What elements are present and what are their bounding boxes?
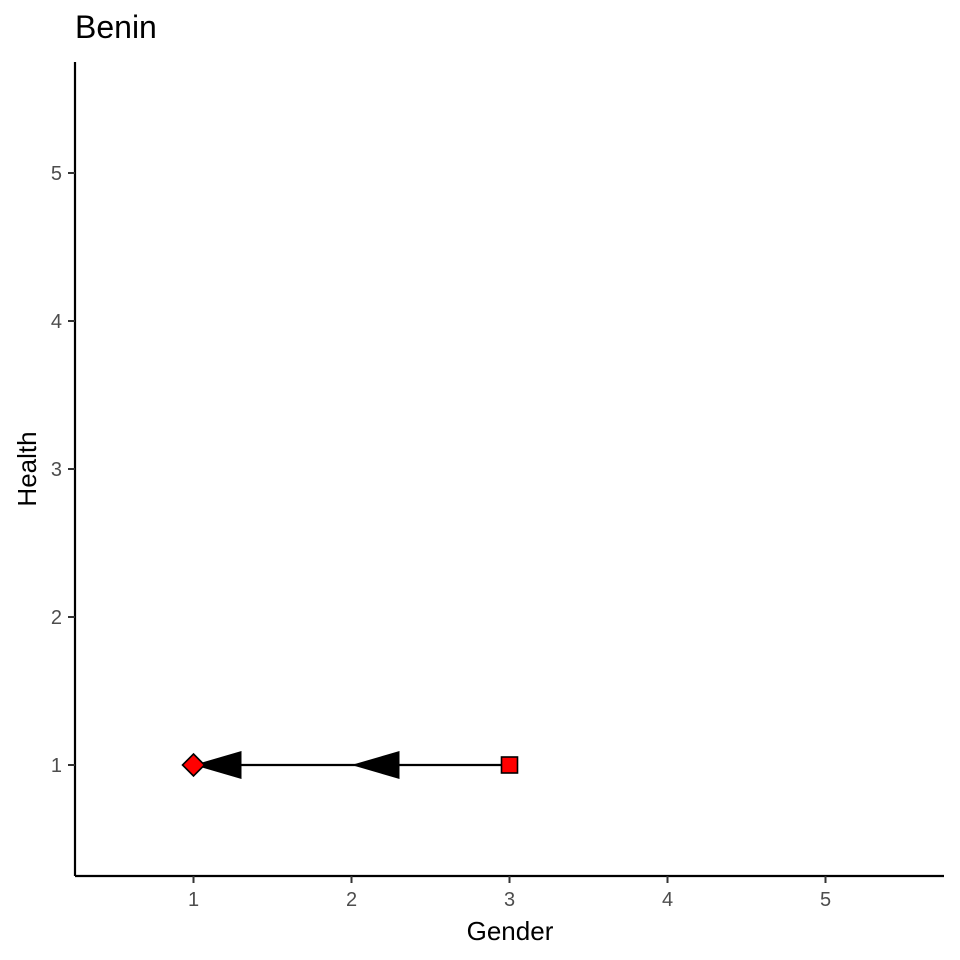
point-diamond xyxy=(181,752,206,778)
y-tick-label: 1 xyxy=(51,755,62,777)
x-tick-label: 4 xyxy=(662,889,673,911)
y-tick-label: 4 xyxy=(51,311,62,333)
ticks: 1 2 3 4 5 1 2 3 4 5 xyxy=(51,163,831,911)
y-tick-label: 2 xyxy=(51,607,62,629)
x-axis-title: Gender xyxy=(467,916,554,946)
x-tick-label: 5 xyxy=(820,889,831,911)
x-tick-label: 1 xyxy=(188,889,199,911)
x-tick-label: 3 xyxy=(504,889,515,911)
y-axis-title: Health xyxy=(12,431,42,506)
axes xyxy=(73,62,944,878)
arrow-head xyxy=(351,751,400,779)
chart-title: Benin xyxy=(75,9,157,45)
x-tick-label: 2 xyxy=(346,889,357,911)
y-tick-label: 5 xyxy=(51,163,62,185)
marks xyxy=(181,751,519,779)
point-square xyxy=(500,756,519,774)
arrow-head xyxy=(193,751,242,779)
y-tick-label: 3 xyxy=(51,459,62,481)
